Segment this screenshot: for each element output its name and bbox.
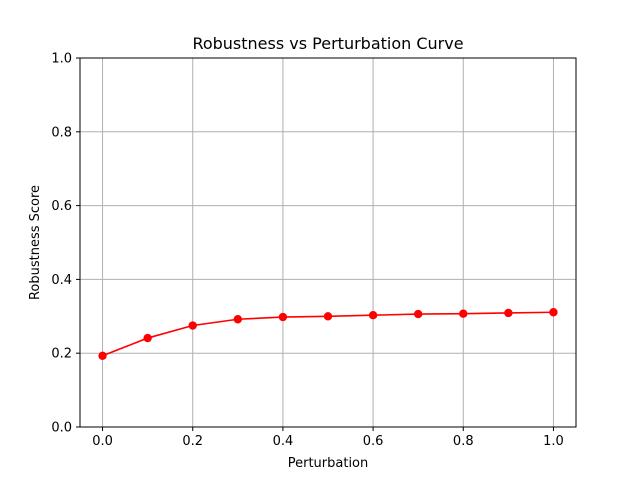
plot-frame: [79, 57, 577, 428]
y-tick-label: 0.4: [51, 273, 72, 288]
x-tick-label: 0.4: [273, 434, 294, 449]
data-point: [233, 315, 243, 324]
x-tick-label: 1.0: [543, 434, 564, 449]
x-axis-label: Perturbation: [288, 456, 369, 471]
data-point: [504, 308, 513, 318]
x-tick-label: 0.2: [182, 434, 203, 449]
y-tick-label: 0.2: [51, 347, 72, 362]
x-tick-label: 0.6: [363, 434, 384, 449]
y-tick-label: 0.8: [51, 125, 72, 140]
x-tick-label: 0.0: [92, 434, 113, 449]
data-point: [323, 312, 333, 321]
series-layer: [98, 308, 558, 360]
x-tick-label: 0.8: [453, 434, 474, 449]
data-point: [368, 310, 378, 320]
data-point: [549, 308, 558, 317]
y-axis-label: Robustness Score: [28, 185, 43, 300]
data-point: [98, 351, 107, 360]
data-point: [278, 312, 288, 322]
chart-title: Robustness vs Perturbation Curve: [192, 34, 463, 53]
y-tick-label: 0.0: [51, 421, 72, 436]
grid: [80, 57, 576, 428]
y-tick-label: 1.0: [51, 52, 72, 67]
data-point: [413, 309, 423, 319]
y-tick-label: 0.6: [51, 199, 72, 214]
data-point: [143, 333, 152, 343]
data-point: [188, 321, 197, 330]
ticks: 0.0 0.2 0.4 0.6 0.8 1.0 0.0 0.2 0.4 0.6 0.8 1.0: [51, 52, 563, 450]
data-point: [459, 309, 468, 318]
